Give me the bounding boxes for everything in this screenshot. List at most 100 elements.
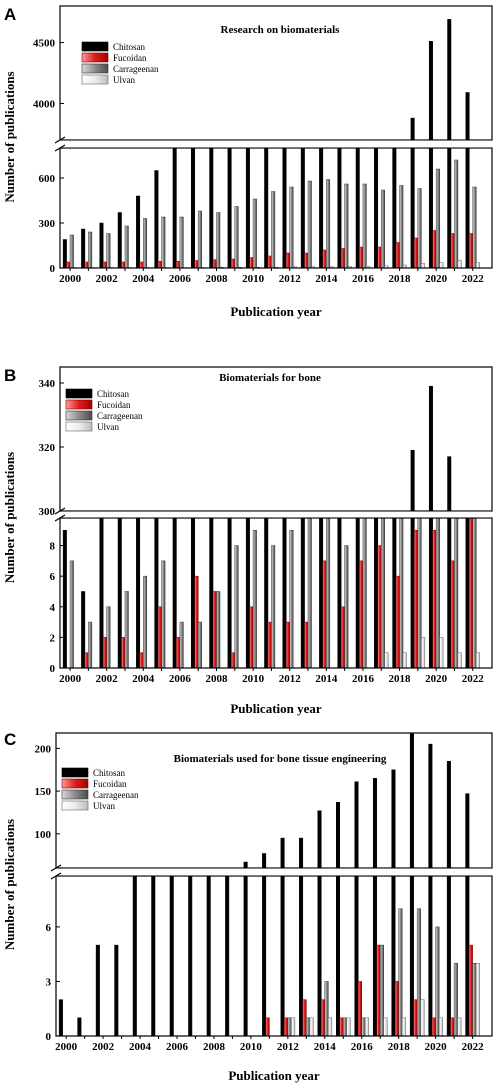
bar-ulvan-2022 xyxy=(475,963,480,1037)
bar-carrageenan-2018 xyxy=(399,185,404,269)
bar-carrageenan-2019 xyxy=(417,517,422,669)
bar-carrageenan-2005 xyxy=(161,560,166,669)
panel-letter: A xyxy=(4,5,16,24)
bar-carrageenan-2016 xyxy=(362,183,367,269)
legend-entry: Ulvan xyxy=(93,801,115,811)
bar-ulvan-2020 xyxy=(438,1017,443,1037)
bar-upper-chitosan-2021 xyxy=(447,19,452,141)
legend-swatch-ulvan xyxy=(81,74,109,85)
bar-fucoidan-2012 xyxy=(284,1017,289,1037)
x-tick-label: 2014 xyxy=(315,273,338,285)
bar-chitosan-2008 xyxy=(209,147,214,269)
bar-chitosan-2002 xyxy=(95,944,100,1037)
bar-fucoidan-2007 xyxy=(194,575,199,669)
bar-carrageenan-2017 xyxy=(381,517,385,669)
bar-carrageenan-2000 xyxy=(69,560,74,669)
bar-fucoidan-2005 xyxy=(157,261,162,269)
bar-carrageenan-2021 xyxy=(454,517,459,669)
bar-carrageenan-2008 xyxy=(216,212,221,269)
bar-fucoidan-2013 xyxy=(302,999,307,1037)
bar-fucoidan-2011 xyxy=(267,621,272,669)
bar-carrageenan-2016 xyxy=(362,517,367,669)
y-tick-label: 0 xyxy=(50,663,56,675)
bar-chitosan-2015 xyxy=(337,147,342,269)
x-tick-label: 2002 xyxy=(96,273,119,285)
axes-lower-frame xyxy=(59,517,493,669)
bar-chitosan-2020 xyxy=(428,875,433,1037)
chart-title: Biomaterials for bone xyxy=(219,372,321,384)
bar-ulvan-2016 xyxy=(365,1017,370,1037)
bar-carrageenan-2018 xyxy=(399,517,404,669)
bar-carrageenan-2002 xyxy=(106,233,111,269)
bar-fucoidan-2022 xyxy=(469,517,474,669)
bar-chitosan-2002 xyxy=(99,222,104,269)
bar-chitosan-2018 xyxy=(392,147,397,269)
x-tick-label: 2010 xyxy=(242,273,265,285)
bar-fucoidan-2008 xyxy=(212,591,217,669)
bar-carrageenan-2009 xyxy=(234,206,239,269)
legend-swatch-chitosan xyxy=(81,41,109,52)
bar-chitosan-2008 xyxy=(209,517,214,669)
x-tick-label: 2004 xyxy=(132,673,155,685)
bar-carrageenan-2020 xyxy=(435,517,440,669)
y-tick-label: 320 xyxy=(39,442,56,454)
bar-fucoidan-2004 xyxy=(139,652,144,669)
bar-chitosan-2020 xyxy=(428,147,433,269)
bar-chitosan-2018 xyxy=(392,517,397,669)
legend-entry: Chitosan xyxy=(97,389,130,399)
legend-entry: Fucoidan xyxy=(113,53,147,63)
bar-upper-chitosan-2014 xyxy=(317,810,322,869)
bar-fucoidan-2007 xyxy=(194,260,199,269)
bar-ulvan-2019 xyxy=(420,999,425,1037)
bar-fucoidan-2015 xyxy=(339,1017,344,1037)
y-tick-label: 200 xyxy=(35,743,52,755)
bar-carrageenan-2006 xyxy=(179,621,184,669)
chart-title: Biomaterials used for bone tissue engine… xyxy=(174,753,387,765)
bar-fucoidan-2014 xyxy=(322,560,327,669)
bar-chitosan-2016 xyxy=(355,517,360,669)
axes-lower-frame xyxy=(55,875,493,1037)
legend-entry: Carrageenan xyxy=(93,790,139,800)
legend-swatch-chitosan xyxy=(65,388,93,399)
x-tick-label: 2022 xyxy=(462,673,485,685)
axis-break-marks xyxy=(50,864,62,880)
panel-letter: B xyxy=(4,366,16,385)
legend-swatch-chitosan xyxy=(61,767,89,778)
bar-carrageenan-2009 xyxy=(234,545,239,669)
bar-fucoidan-2020 xyxy=(431,1017,436,1037)
bar-chitosan-2017 xyxy=(372,875,377,1037)
legend-entry: Ulvan xyxy=(97,422,119,432)
bar-carrageenan-2022 xyxy=(472,186,477,269)
x-tick-label: 2018 xyxy=(389,673,412,685)
legend-swatch-carrageenan xyxy=(65,410,93,421)
bar-carrageenan-2010 xyxy=(252,529,257,669)
bar-chitosan-2022 xyxy=(465,147,470,269)
bar-fucoidan-2003 xyxy=(121,637,126,669)
bar-fucoidan-2005 xyxy=(157,606,162,669)
bar-ulvan-2019 xyxy=(421,263,426,269)
legend-swatch-carrageenan xyxy=(61,789,89,800)
bar-upper-chitosan-2019 xyxy=(410,449,415,512)
bar-carrageenan-2014 xyxy=(324,981,329,1037)
bar-ulvan-2014 xyxy=(328,1017,333,1037)
bar-chitosan-2005 xyxy=(154,517,159,669)
x-tick-label: 2000 xyxy=(59,273,82,285)
y-tick-label: 340 xyxy=(39,378,56,390)
bar-carrageenan-2008 xyxy=(216,591,221,669)
bar-upper-chitosan-2020 xyxy=(428,743,433,869)
bar-fucoidan-2015 xyxy=(340,606,345,669)
bar-ulvan-2017 xyxy=(384,652,389,669)
bar-chitosan-2007 xyxy=(191,517,195,669)
bar-fucoidan-2011 xyxy=(265,1017,270,1037)
bar-chitosan-2019 xyxy=(410,517,415,669)
bar-chitosan-2011 xyxy=(264,147,269,269)
y-tick-label: 0 xyxy=(46,1031,52,1043)
y-axis-label: Number of publications xyxy=(2,452,17,583)
bar-chitosan-2016 xyxy=(354,875,359,1037)
axes-upper-frame xyxy=(59,366,493,512)
bar-carrageenan-2021 xyxy=(453,963,458,1037)
x-tick-label: 2008 xyxy=(206,673,229,685)
